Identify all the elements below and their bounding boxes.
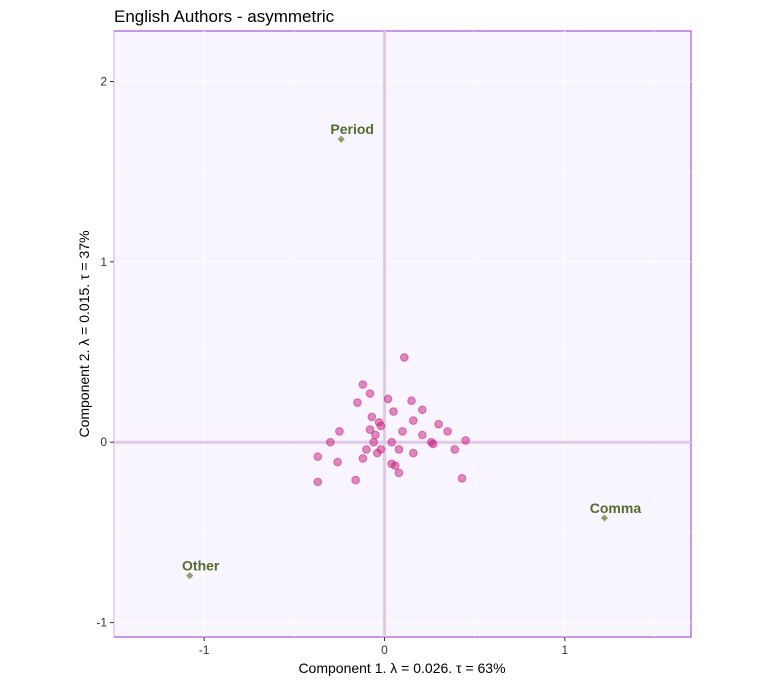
x-axis-ticks: -1 0 1 <box>199 637 568 657</box>
zero-lines <box>114 31 691 637</box>
plot-panel <box>113 30 692 638</box>
row-point <box>398 427 407 436</box>
row-point <box>333 457 342 467</box>
column-label: Comma <box>590 500 642 516</box>
row-point <box>372 448 382 458</box>
x-tick-label: 1 <box>561 643 568 657</box>
row-point <box>362 445 371 454</box>
column-label: Period <box>330 121 374 137</box>
row-point <box>313 477 323 487</box>
row-point <box>387 437 396 447</box>
row-point <box>369 437 378 447</box>
row-point <box>371 430 380 440</box>
row-point <box>400 353 409 362</box>
y-tick-label: 0 <box>100 435 107 449</box>
row-point <box>443 427 452 436</box>
row-point <box>450 445 460 454</box>
y-axis-title: Component 2. λ = 0.015. τ = 37% <box>76 230 92 437</box>
row-point <box>335 427 344 436</box>
row-point <box>353 398 362 407</box>
column-point <box>337 135 345 143</box>
row-point <box>358 454 368 463</box>
chart-title: English Authors - asymmetric <box>114 7 335 26</box>
row-point <box>394 468 404 478</box>
y-tick-label: 2 <box>100 75 107 89</box>
y-axis-ticks: -1 0 1 2 <box>96 75 114 630</box>
row-point <box>418 405 427 415</box>
y-tick-label: 1 <box>100 255 107 269</box>
column-point <box>600 514 609 522</box>
row-point <box>351 475 360 485</box>
row-point <box>407 396 416 406</box>
row-point <box>394 445 404 454</box>
x-tick-label: 0 <box>381 643 388 657</box>
row-point <box>313 452 323 461</box>
row-point <box>409 416 418 425</box>
column-point <box>186 572 194 580</box>
row-point <box>365 389 375 398</box>
row-point <box>389 407 398 416</box>
row-point <box>428 439 438 449</box>
row-point <box>383 394 393 404</box>
row-point <box>409 448 418 458</box>
row-point <box>376 421 386 431</box>
column-points: Period Comma Other <box>182 121 642 580</box>
row-points <box>313 353 470 487</box>
row-point <box>434 419 443 429</box>
row-point <box>367 412 377 422</box>
row-point <box>358 380 368 389</box>
row-point <box>390 461 400 470</box>
row-point <box>457 473 467 483</box>
column-label: Other <box>182 558 220 574</box>
row-point <box>326 437 335 447</box>
row-point <box>418 430 427 440</box>
row-point <box>365 425 375 434</box>
x-tick-label: -1 <box>199 643 210 657</box>
row-point <box>461 436 470 445</box>
x-axis-title: Component 1. λ = 0.026. τ = 63% <box>298 660 505 676</box>
y-tick-label: -1 <box>96 616 107 630</box>
